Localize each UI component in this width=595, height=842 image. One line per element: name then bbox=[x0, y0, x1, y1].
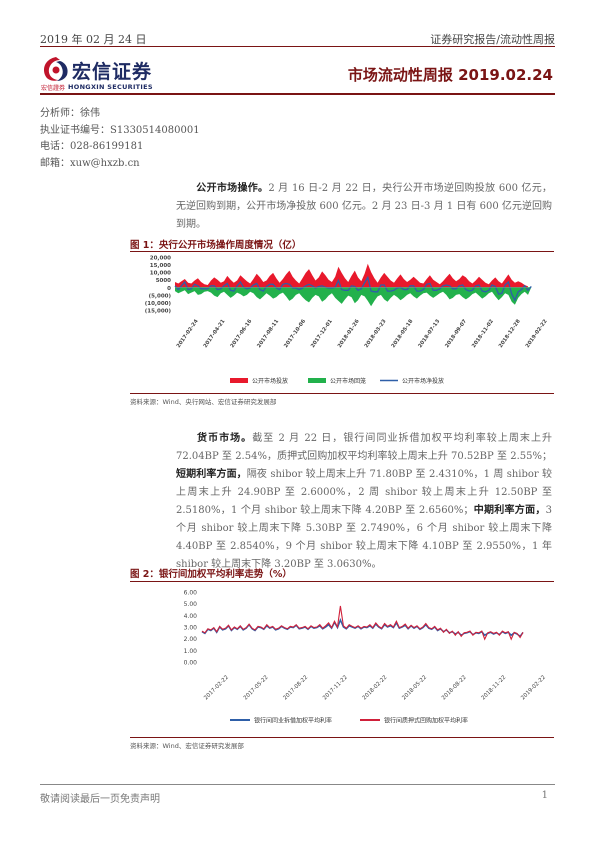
x-tick-label: 2018-09-07 bbox=[444, 318, 468, 349]
x-tick-label: 2017-02-24 bbox=[176, 318, 200, 349]
y-tick-label: 0 bbox=[167, 286, 171, 292]
logo-text: 宏信证券 bbox=[72, 61, 153, 83]
x-tick-label: 2019-02-22 bbox=[520, 675, 547, 702]
x-tick-label: 2018-11-22 bbox=[481, 675, 508, 702]
figure-2-title: 图 2：银行间加权平均利率走势（%） bbox=[130, 569, 292, 580]
y-tick-label: 10,000 bbox=[150, 271, 171, 277]
report-date: 2019 年 02 月 24 日 bbox=[40, 33, 147, 46]
legend-label: 公开市场回笼 bbox=[330, 377, 366, 385]
legend-label: 银行间质押式回购加权平均利率 bbox=[384, 717, 468, 725]
analyst-email[interactable]: 邮箱：xuw@hxzb.cn bbox=[40, 157, 140, 169]
x-tick-label: 2017-12-01 bbox=[310, 318, 334, 349]
report-title: 市场流动性周报 2019.02.24 bbox=[347, 66, 553, 84]
y-tick-label: 5.00 bbox=[184, 601, 198, 608]
open-market-text: 2 月 16 日-2 月 22 日，央行公开市场逆回购投放 600 亿元，无逆回… bbox=[176, 183, 553, 230]
short-rate-lead: 短期利率方面， bbox=[176, 469, 247, 480]
analyst-license: 执业证书编号：S1330514080001 bbox=[40, 124, 200, 136]
figure-2-source: 资料来源：Wind、宏信证券研究发展部 bbox=[130, 742, 244, 750]
series-line-net bbox=[174, 275, 532, 302]
y-tick-label: 0.00 bbox=[184, 660, 198, 667]
open-market-paragraph: 公开市场操作。2 月 16 日-2 月 22 日，央行公开市场逆回购投放 600… bbox=[176, 180, 552, 234]
figure-1-title: 图 1：央行公开市场操作周度情况（亿） bbox=[130, 240, 302, 251]
y-tick-label: 4.00 bbox=[184, 613, 198, 620]
y-tick-label: (15,000) bbox=[145, 309, 172, 315]
y-tick-label: 3.00 bbox=[184, 625, 198, 632]
x-tick-label: 2018-01-26 bbox=[337, 318, 361, 349]
series-line-1 bbox=[201, 605, 524, 641]
y-tick-label: 5000 bbox=[156, 278, 171, 284]
footer-divider bbox=[40, 784, 555, 785]
x-tick-label: 2017-08-22 bbox=[282, 675, 309, 702]
x-tick-label: 2017-02-22 bbox=[203, 675, 230, 702]
money-market-text: 截至 2 月 22 日，银行间同业拆借加权平均利率较上周末上升 72.04BP … bbox=[176, 433, 552, 462]
money-market-lead: 货币市场。 bbox=[196, 433, 253, 444]
report-category: 证券研究报告/流动性周报 bbox=[430, 33, 555, 46]
x-tick-label: 2018-11-02 bbox=[471, 318, 495, 349]
short-rate-text: 隔夜 shibor 较上周末上升 71.80BP 至 2.4310%，1 周 s… bbox=[176, 469, 552, 516]
y-tick-label: 15,000 bbox=[150, 263, 171, 269]
y-tick-label: (10,000) bbox=[145, 301, 172, 307]
x-tick-label: 2018-12-28 bbox=[498, 318, 522, 349]
x-tick-label: 2018-02-22 bbox=[362, 675, 389, 702]
x-tick-label: 2019-02-22 bbox=[525, 318, 549, 349]
x-tick-label: 2018-05-22 bbox=[401, 675, 428, 702]
series-area-1 bbox=[175, 287, 532, 307]
mid-rate-lead: 中期利率方面， bbox=[473, 505, 546, 516]
figure-1-top-rule bbox=[130, 251, 554, 252]
legend-swatch bbox=[230, 378, 248, 383]
header-divider bbox=[40, 46, 555, 47]
x-tick-label: 2017-10-06 bbox=[283, 318, 307, 349]
x-tick-label: 2017-04-21 bbox=[203, 318, 227, 349]
x-tick-label: 2018-05-18 bbox=[390, 318, 414, 349]
legend-label: 公开市场净投放 bbox=[402, 377, 444, 385]
x-tick-label: 2018-08-22 bbox=[441, 675, 468, 702]
x-tick-label: 2017-08-11 bbox=[256, 318, 280, 349]
analyst-name: 分析师：徐伟 bbox=[40, 108, 100, 119]
figure-1-bottom-rule bbox=[130, 393, 554, 394]
logo-subtext-en: HONGXIN SECURITIES bbox=[68, 83, 153, 91]
hongxin-logo-icon bbox=[44, 57, 68, 81]
figure-2-bottom-rule bbox=[130, 737, 554, 738]
legend-label: 公开市场投放 bbox=[252, 377, 288, 385]
y-tick-label: 2.00 bbox=[184, 636, 198, 643]
y-tick-label: 1.00 bbox=[184, 648, 198, 655]
mid-rate-text: 3 个月 shibor 较上周末下降 5.30BP 至 2.7490%，6 个月… bbox=[176, 505, 553, 570]
x-tick-label: 2017-05-22 bbox=[243, 675, 270, 702]
figure-1-source: 资料来源：Wind、央行网站、宏信证券研究发展部 bbox=[130, 398, 277, 406]
y-tick-label: 6.00 bbox=[184, 590, 198, 597]
x-tick-label: 2017-06-16 bbox=[229, 318, 253, 349]
interbank-rate-chart: 6.00 5.00 4.00 3.00 2.00 1.00 0.00 2017-02-22 20… bbox=[184, 590, 547, 725]
open-market-lead: 公开市场操作。 bbox=[196, 183, 269, 194]
title-divider bbox=[40, 93, 555, 95]
x-tick-label: 2018-03-23 bbox=[364, 318, 388, 349]
x-tick-label: 2018-07-13 bbox=[417, 318, 441, 349]
analyst-phone: 电话：028-86199181 bbox=[40, 141, 144, 152]
analyst-info: 分析师：徐伟 执业证书编号：S1330514080001 电话：028-8619… bbox=[40, 106, 200, 172]
page-number: 1 bbox=[541, 790, 548, 801]
legend-swatch bbox=[308, 378, 326, 383]
x-tick-label: 2017-11-22 bbox=[322, 675, 349, 702]
logo-subtext-cn: 宏信證券 bbox=[41, 85, 66, 92]
figure-2-top-rule bbox=[130, 581, 554, 582]
y-tick-label: (5,000) bbox=[149, 293, 172, 299]
footer-disclaimer-link[interactable]: 敬请阅读最后一页免责声明 bbox=[40, 794, 160, 805]
y-tick-label: 20,000 bbox=[150, 256, 171, 262]
money-market-paragraph: 货币市场。截至 2 月 22 日，银行间同业拆借加权平均利率较上周末上升 72.… bbox=[176, 430, 552, 574]
legend-label: 银行间同业拆借加权平均利率 bbox=[254, 717, 332, 725]
